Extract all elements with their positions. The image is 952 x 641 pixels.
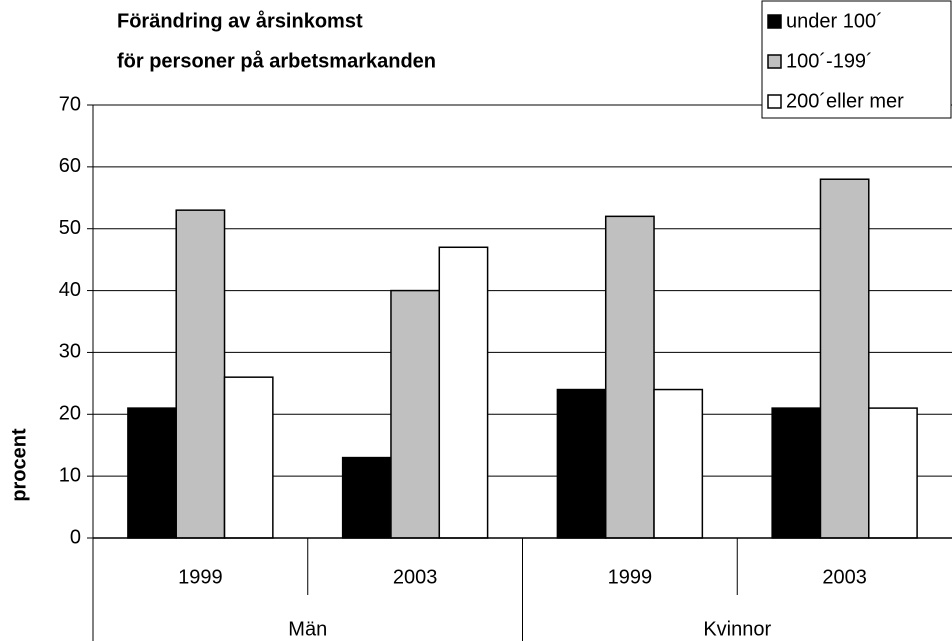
y-tick-label: 0 [70, 526, 81, 548]
y-tick-label: 10 [59, 464, 81, 486]
legend-swatch [767, 94, 782, 109]
bar [556, 388, 607, 539]
x-tick-label: 1999 [178, 566, 223, 588]
bar [604, 215, 655, 539]
chart-title: Förändring av årsinkomst [117, 9, 363, 32]
x-tick-label: 2003 [393, 566, 438, 588]
chart-title: för personer på arbetsmarkanden [117, 49, 436, 72]
bar [653, 388, 704, 539]
y-tick-label: 20 [59, 403, 81, 425]
bar [223, 376, 274, 539]
y-tick-label: 30 [59, 341, 81, 363]
group-label: Kvinnor [703, 618, 771, 640]
group-label: Män [288, 618, 327, 640]
bar [868, 407, 918, 539]
y-tick-label: 60 [59, 155, 81, 177]
bar [438, 246, 489, 539]
legend-label: 200´eller mer [786, 90, 904, 112]
y-tick-label: 50 [59, 217, 81, 239]
y-tick-label: 40 [59, 279, 81, 301]
legend-label: under 100´ [786, 10, 883, 32]
bar [390, 289, 441, 539]
bar [771, 407, 822, 539]
y-tick-label: 70 [59, 93, 81, 115]
legend-swatch [767, 54, 782, 69]
bar [127, 407, 177, 539]
bar [341, 456, 392, 539]
bar [175, 209, 226, 539]
legend-box [761, 0, 952, 119]
bar [819, 178, 870, 539]
x-tick-label: 2003 [822, 566, 867, 588]
legend-swatch [767, 14, 782, 29]
y-axis-label: procent [8, 428, 30, 502]
x-tick-label: 1999 [608, 566, 653, 588]
legend-label: 100´-199´ [786, 50, 873, 72]
